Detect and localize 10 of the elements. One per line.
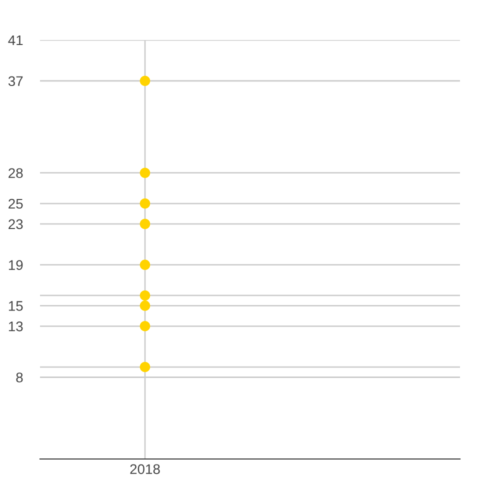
y-tick-label: 37 [8,76,23,86]
y-tick-label: 41 [8,35,23,46]
y-tick-label: 28 [8,168,23,178]
y-tick-label: 25 [8,198,23,209]
y-tick-label: 23 [8,219,23,230]
y-tick-label: 19 [8,260,23,270]
y-tick-label: 15 [8,301,23,311]
x-tick-label: 2018 [130,464,160,474]
y-tick-label: 13 [8,321,23,332]
y-tick-label: 8 [16,372,23,382]
